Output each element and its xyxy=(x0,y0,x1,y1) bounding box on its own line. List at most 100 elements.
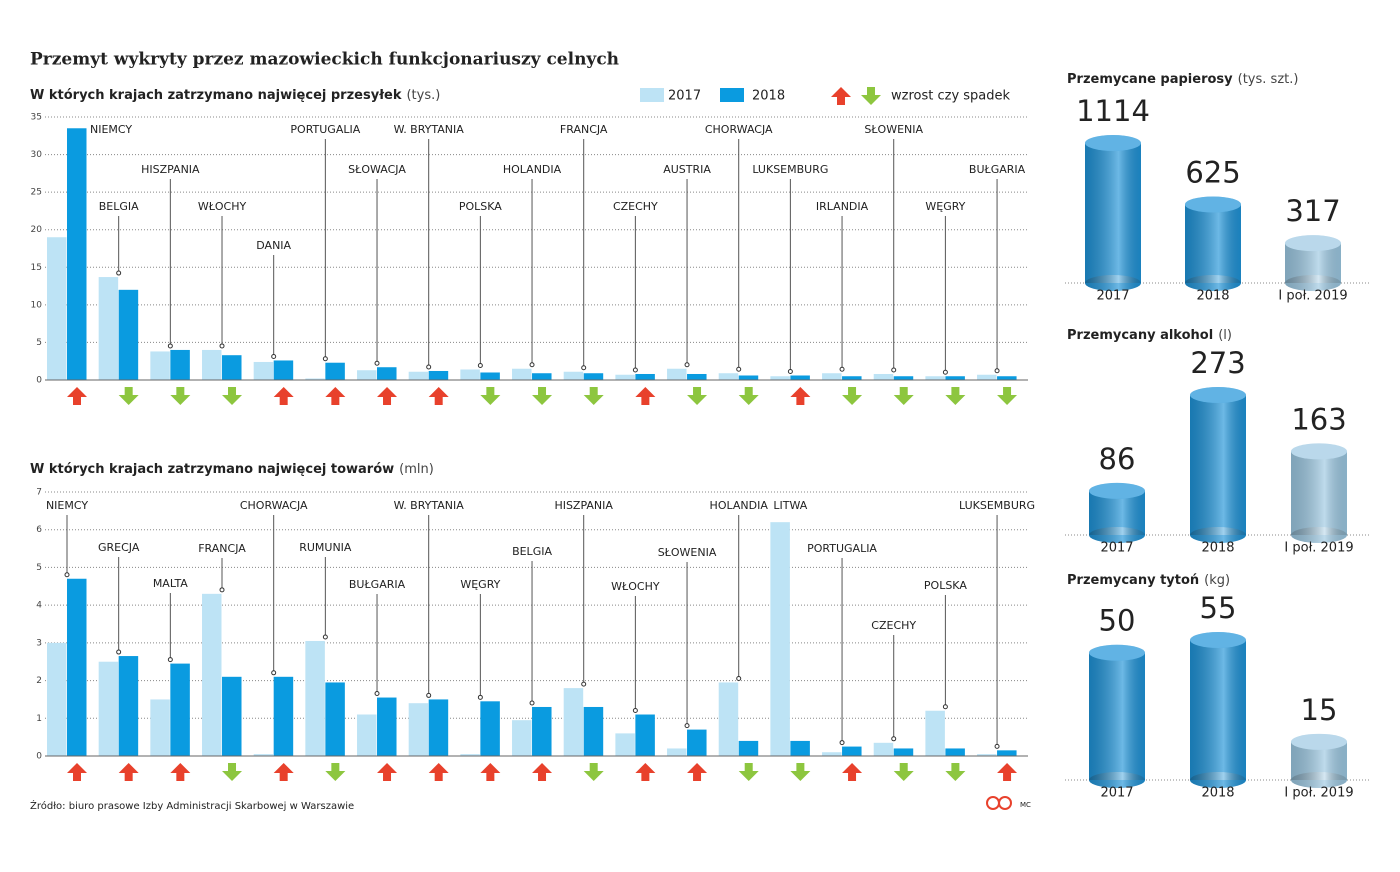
bar xyxy=(997,750,1017,756)
category-label: CZECHY xyxy=(871,619,916,632)
legend-swatch xyxy=(640,88,664,102)
bar xyxy=(305,640,325,756)
leader-dot xyxy=(994,743,1000,749)
category-label: BELGIA xyxy=(512,545,552,558)
bar xyxy=(635,373,655,380)
leader-dot xyxy=(271,353,277,359)
trend-arrow xyxy=(738,387,759,405)
value-label: 625 xyxy=(1185,155,1240,189)
y-tick-label: 2 xyxy=(36,676,42,686)
leader-dot xyxy=(271,670,277,676)
bar xyxy=(170,349,190,380)
trend-arrow xyxy=(842,387,863,405)
cylinder-top-shine xyxy=(1291,443,1347,460)
bar xyxy=(480,372,500,380)
cylinder-shade xyxy=(1291,527,1347,543)
cylinder-shade xyxy=(1185,204,1241,283)
category-label: MALTA xyxy=(153,577,188,590)
bar xyxy=(822,373,842,380)
y-tick-label: 15 xyxy=(31,263,42,273)
bar xyxy=(718,373,739,380)
bar xyxy=(47,237,67,380)
y-tick-label: 0 xyxy=(36,376,42,386)
bar xyxy=(583,373,604,380)
category-label: WĘGRY xyxy=(925,200,965,213)
trend-arrow xyxy=(842,763,863,781)
category-label: I poł. 2019 xyxy=(1284,786,1353,801)
bar xyxy=(202,593,222,756)
category-label: PORTUGALIA xyxy=(807,542,877,555)
category-label: GRECJA xyxy=(98,541,140,554)
bar xyxy=(325,682,345,756)
bar xyxy=(583,706,604,756)
y-tick-label: 10 xyxy=(31,300,43,310)
cylinder-shade xyxy=(1190,527,1246,543)
category-label: LUKSEMBURG xyxy=(752,163,828,176)
cylinder-shade xyxy=(1089,527,1145,543)
leader-dot xyxy=(736,675,742,681)
bar xyxy=(202,349,222,380)
cylinder-shade xyxy=(1185,275,1241,291)
trend-arrow xyxy=(831,87,851,105)
legend-swatch xyxy=(720,88,744,102)
trend-arrow xyxy=(997,763,1018,781)
leader-dot xyxy=(684,723,690,729)
category-label: SŁOWACJA xyxy=(348,163,406,176)
bar xyxy=(273,360,294,380)
category-label: 2018 xyxy=(1196,289,1229,304)
bar xyxy=(98,277,119,380)
cylinder-shade xyxy=(1190,395,1246,535)
legend-label: 2017 xyxy=(668,89,701,104)
trend-arrow xyxy=(635,763,656,781)
chart-subtitle: Przemycane papierosy (tys. szt.) xyxy=(1067,72,1298,87)
bar xyxy=(635,714,655,756)
bar xyxy=(770,522,790,756)
cylinder-shade xyxy=(1291,772,1347,788)
page-title: Przemyt wykryty przez mazowieckich funkc… xyxy=(30,50,619,70)
category-label: HOLANDIA xyxy=(710,499,769,512)
leader-dot xyxy=(426,692,432,698)
bar xyxy=(738,375,759,380)
trend-arrow xyxy=(67,387,87,405)
bar xyxy=(512,368,532,380)
trend-arrow xyxy=(118,763,139,781)
subtitle-text: Przemycane papierosy xyxy=(1067,72,1233,87)
cylinder-shade xyxy=(1085,275,1141,291)
cylinder-top-shine xyxy=(1089,644,1145,661)
bar xyxy=(67,128,87,380)
bar xyxy=(118,289,139,380)
trend-arrow xyxy=(273,763,294,781)
bar xyxy=(428,370,449,380)
subtitle-unit: (tys.) xyxy=(406,88,440,103)
trend-arrow xyxy=(170,763,191,781)
trend-arrow xyxy=(428,763,449,781)
y-tick-label: 5 xyxy=(36,338,42,348)
bar xyxy=(945,376,965,380)
bar xyxy=(945,748,965,756)
trend-arrow xyxy=(222,387,243,405)
leader-dot xyxy=(219,587,225,593)
leader-dot xyxy=(64,572,70,578)
subtitle-unit: (tys. szt.) xyxy=(1238,72,1299,87)
bar xyxy=(667,748,687,756)
y-tick-label: 5 xyxy=(36,563,42,573)
y-tick-label: 20 xyxy=(31,225,43,235)
source: Źródło: biuro prasowe Izby Administracji… xyxy=(30,799,354,812)
bar xyxy=(377,367,397,380)
bar xyxy=(738,740,759,756)
bar xyxy=(532,373,552,380)
bar xyxy=(273,676,294,756)
trend-arrow xyxy=(222,763,243,781)
category-label: POLSKA xyxy=(459,200,502,213)
cylinder-top xyxy=(1291,443,1347,460)
category-label: 2017 xyxy=(1100,541,1133,556)
bar xyxy=(222,355,242,380)
trend-arrow xyxy=(118,387,139,405)
value-label: 86 xyxy=(1099,442,1136,476)
legend-label: 2018 xyxy=(752,89,785,104)
y-tick-label: 25 xyxy=(31,188,42,198)
cylinder-top xyxy=(1185,196,1241,213)
category-label: AUSTRIA xyxy=(663,163,711,176)
trend-arrow xyxy=(945,763,966,781)
